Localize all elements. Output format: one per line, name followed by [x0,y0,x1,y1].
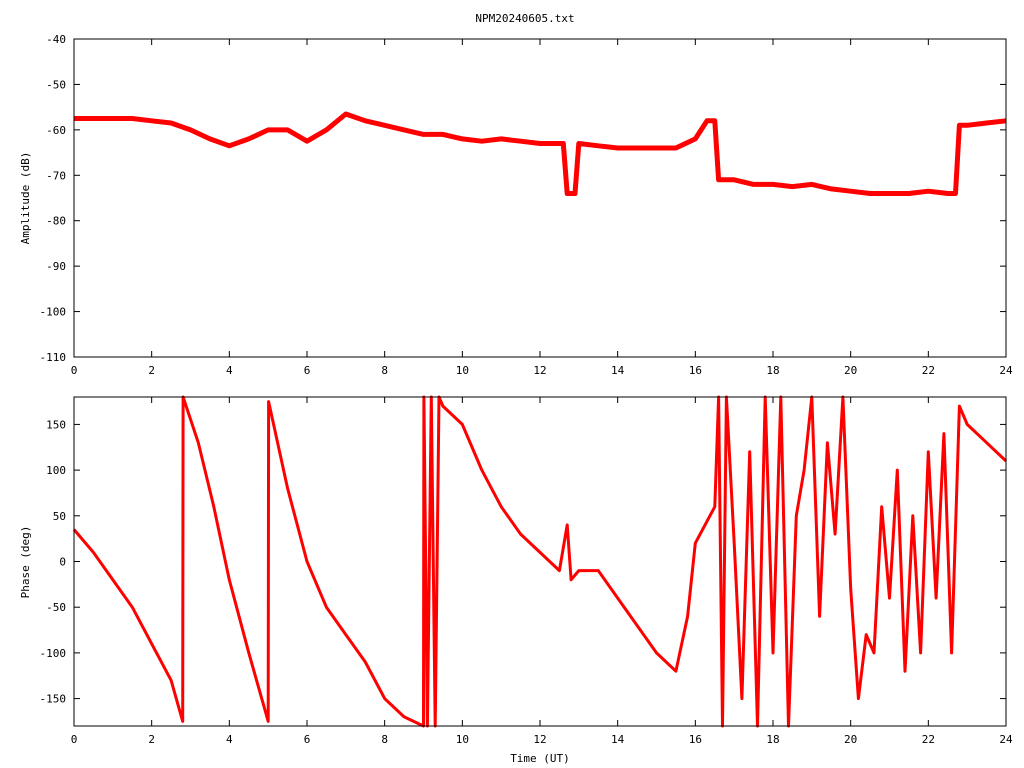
phase-panel: Phase (deg) Time (UT) 0 2 4 6 8 10 12 14 16 18 20 2… [19,395,1013,765]
y-tick-label: -70 [46,169,66,182]
x-tick-label: 10 [456,364,469,377]
chart-title: NPM20240605.txt [475,12,574,25]
x-tick-label: 8 [381,364,388,377]
y-tick-label: -150 [40,693,67,706]
x-tick-label: 0 [71,364,78,377]
y-tick-label: -100 [40,647,67,660]
amplitude-panel: NPM20240605.txt Amplitude (dB) 0 2 4 6 8 10 12… [19,12,1013,377]
x-tick-label: 8 [381,733,388,746]
x-tick-label: 14 [611,733,625,746]
x-tick-label: 18 [766,733,779,746]
x-tick-label: 4 [226,733,233,746]
x-tick-label: 12 [533,364,546,377]
x-tick-label: 20 [844,733,857,746]
phase-series-group [72,395,1008,728]
y-tick-label: 150 [46,418,66,431]
x-tick-label: 2 [148,364,155,377]
x-tick-label: 22 [922,364,935,377]
x-tick-label: 14 [611,364,625,377]
amplitude-ylabel: Amplitude (dB) [19,152,32,245]
phase-ticks: 0 2 4 6 8 10 12 14 16 18 20 22 24150100500-50-100-15… [40,397,1013,746]
phase-xlabel: Time (UT) [510,752,570,765]
x-tick-label: 0 [71,733,78,746]
y-tick-label: -90 [46,260,66,273]
x-tick-label: 24 [999,733,1013,746]
y-tick-label: -60 [46,124,66,137]
phase-ylabel: Phase (deg) [19,526,32,599]
x-tick-label: 18 [766,364,779,377]
y-tick-label: -50 [46,78,66,91]
amplitude-ticks: 0 2 4 6 8 10 12 14 16 18 20 22 24-40-50-60-70-80-90-… [40,33,1013,377]
phase-plot-frame [73,396,1007,727]
x-tick-label: 6 [304,733,311,746]
x-tick-label: 6 [304,364,311,377]
amplitude-series-line [74,111,1007,196]
y-tick-label: -50 [46,601,66,614]
x-tick-label: 2 [148,733,155,746]
x-tick-label: 20 [844,364,857,377]
x-tick-label: 12 [533,733,546,746]
y-tick-label: -100 [40,306,67,319]
x-tick-label: 4 [226,364,233,377]
x-tick-label: 16 [689,364,702,377]
y-tick-label: 50 [53,510,66,523]
y-tick-label: -110 [40,351,67,364]
phase-series-line [72,395,1008,728]
y-tick-label: 0 [59,556,66,569]
x-tick-label: 24 [999,364,1013,377]
x-tick-label: 16 [689,733,702,746]
y-tick-label: -40 [46,33,66,46]
amplitude-plot-frame [73,38,1007,358]
x-tick-label: 22 [922,733,935,746]
y-tick-label: -80 [46,215,66,228]
x-tick-label: 10 [456,733,469,746]
y-tick-label: 100 [46,464,66,477]
amplitude-series-group [74,111,1007,196]
